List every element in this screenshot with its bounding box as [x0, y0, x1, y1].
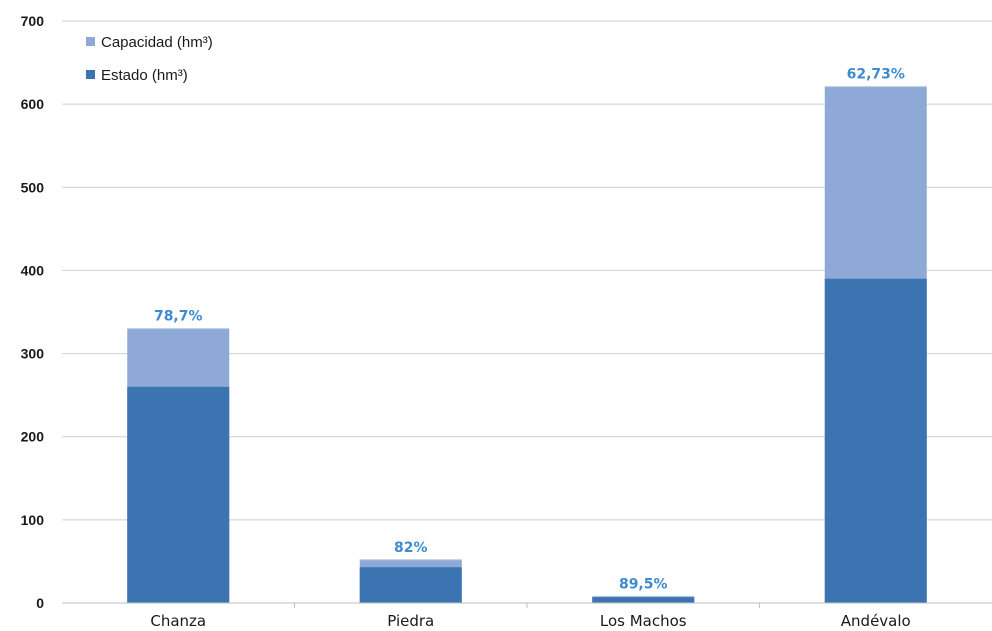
data-labels: 78,7% 82% 89,5% 62,73% [154, 67, 905, 593]
bar-estado-los-machos [592, 597, 695, 603]
y-tick-label-100: 100 [21, 512, 45, 528]
x-label-chanza: Chanza [150, 612, 206, 630]
legend: Capacidad (hm³) Estado (hm³) [86, 34, 213, 84]
bar-estado-and-valo [824, 278, 927, 603]
data-label-and-valo: 62,73% [847, 67, 905, 83]
x-label-piedra: Piedra [387, 612, 434, 630]
legend-swatch-estado [86, 70, 95, 79]
x-label-and-valo: Andévalo [841, 612, 911, 630]
bars [127, 86, 927, 603]
data-label-piedra: 82% [394, 540, 428, 556]
bar-estado-piedra [359, 567, 462, 603]
bar-estado-chanza [127, 386, 230, 603]
y-axis-ticks: 0 100 200 300 400 500 600 700 [21, 13, 45, 611]
data-label-los-machos: 89,5% [619, 576, 668, 592]
legend-label-estado: Estado (hm³) [101, 67, 188, 84]
x-label-los-machos: Los Machos [600, 612, 687, 630]
y-tick-label-600: 600 [21, 96, 45, 112]
y-tick-label-700: 700 [21, 13, 45, 29]
y-tick-label-400: 400 [21, 262, 45, 278]
y-tick-label-500: 500 [21, 179, 45, 195]
x-axis-labels: Chanza Piedra Los Machos Andévalo [150, 612, 910, 630]
x-axis-tick-marks [294, 603, 760, 608]
legend-label-capacidad: Capacidad (hm³) [101, 34, 213, 51]
y-tick-label-0: 0 [36, 595, 44, 611]
y-tick-label-200: 200 [21, 429, 45, 445]
legend-swatch-capacidad [86, 37, 95, 46]
data-label-chanza: 78,7% [154, 309, 203, 325]
y-tick-label-300: 300 [21, 346, 45, 362]
